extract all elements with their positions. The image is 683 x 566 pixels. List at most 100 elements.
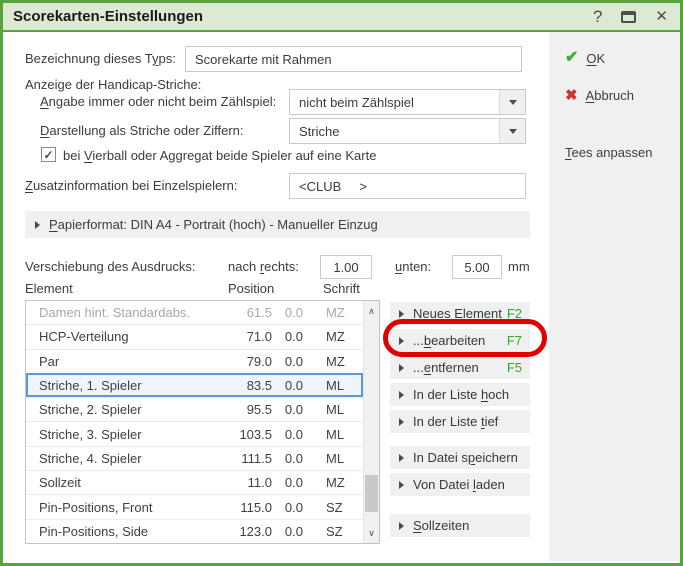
- column-header-schrift: Schrift: [323, 281, 360, 296]
- neues-element-button[interactable]: Neues Element F2: [390, 302, 530, 325]
- bezeichnung-input[interactable]: [185, 46, 522, 72]
- button-group: Neues Element F2 ...bearbeiten F7 ...entfern…: [390, 302, 530, 379]
- sollzeiten-label: Sollzeiten: [413, 518, 470, 533]
- bearbeiten-label: ...bearbeiten: [413, 333, 486, 348]
- angabe-dropdown[interactable]: nicht beim Zählspiel: [289, 89, 526, 115]
- button-group: In Datei speichern Von Datei laden: [390, 446, 530, 496]
- angabe-label: Angabe immer oder nicht beim Zählspiel:: [40, 94, 277, 109]
- action-button-column: Neues Element F2 ...bearbeiten F7 ...entfern…: [390, 302, 530, 541]
- papierformat-section-toggle[interactable]: Papierformat: DIN A4 - Portrait (hoch) -…: [25, 211, 530, 238]
- table-row[interactable]: Sollzeit 11.0 0.0 MZ: [26, 470, 363, 494]
- maximize-icon[interactable]: [621, 10, 637, 23]
- vierball-checkbox[interactable]: ✓: [41, 147, 56, 162]
- cell-offset: 0.0: [284, 305, 303, 321]
- datei-laden-button[interactable]: Von Datei laden: [390, 473, 530, 496]
- unten-label: unten:: [395, 259, 432, 274]
- nach-rechts-label: nach rechts:: [228, 259, 299, 274]
- cell-name: HCP-Verteilung: [39, 329, 129, 345]
- sollzeiten-button[interactable]: Sollzeiten: [390, 514, 530, 537]
- cell-pos: 71.0: [246, 329, 272, 345]
- scroll-up-icon[interactable]: ∧: [368, 305, 375, 316]
- cell-pos: 61.5: [246, 305, 272, 321]
- cell-name: Pin-Positions, Front: [39, 499, 153, 515]
- bezeichnung-label: Bezeichnung dieses Typs:: [25, 51, 176, 66]
- title-bar: Scorekarten-Einstellungen ? ✕: [3, 3, 680, 32]
- arrow-right-icon: [399, 521, 404, 530]
- scrollbar[interactable]: ∧ ∨: [363, 301, 379, 543]
- arrow-right-icon: [399, 417, 404, 426]
- nach-rechts-input[interactable]: [320, 255, 372, 279]
- arrow-right-icon: [35, 220, 40, 229]
- darstellung-selected-value: Striche: [299, 123, 340, 139]
- darstellung-dropdown[interactable]: Striche: [289, 118, 526, 144]
- cell-font: MZ: [326, 353, 345, 369]
- cell-name: Pin-Positions, Side: [39, 523, 149, 539]
- element-table: Damen hint. Standardabs. 61.5 0.0 MZ HCP-Ver…: [25, 300, 380, 544]
- table-row[interactable]: Striche, 3. Spieler 103.5 0.0 ML: [26, 421, 363, 445]
- datei-laden-label: Von Datei laden: [413, 477, 505, 492]
- ok-button[interactable]: ✔ OK: [565, 50, 605, 66]
- abbruch-button[interactable]: ✖ Abbruch: [565, 88, 634, 103]
- unten-input[interactable]: [452, 255, 502, 279]
- cell-offset: 0.0: [284, 426, 303, 442]
- arrow-right-icon: [399, 363, 404, 372]
- table-row[interactable]: Striche, 2. Spieler 95.5 0.0 ML: [26, 397, 363, 421]
- table-row[interactable]: Pin-Positions, Front 115.0 0.0 SZ: [26, 494, 363, 518]
- cell-name: Striche, 1. Spieler: [39, 378, 142, 394]
- x-icon: ✖: [565, 87, 578, 104]
- arrow-right-icon: [399, 453, 404, 462]
- cell-font: ML: [326, 426, 345, 442]
- ok-label: OK: [586, 50, 606, 66]
- angabe-selected-value: nicht beim Zählspiel: [299, 94, 414, 110]
- cell-offset: 0.0: [284, 329, 303, 345]
- liste-tief-label: In der Liste tief: [413, 414, 499, 429]
- cell-offset: 0.0: [284, 523, 303, 539]
- cell-pos: 11.0: [247, 475, 272, 491]
- close-icon[interactable]: ✕: [655, 8, 668, 25]
- liste-tief-button[interactable]: In der Liste tief: [390, 410, 530, 433]
- element-table-body: Damen hint. Standardabs. 61.5 0.0 MZ HCP-Ver…: [26, 301, 363, 543]
- liste-hoch-button[interactable]: In der Liste hoch: [390, 383, 530, 406]
- cell-pos: 95.5: [246, 402, 272, 418]
- tees-anpassen-link[interactable]: Tees anpassen: [565, 145, 652, 160]
- cell-name: Sollzeit: [39, 475, 81, 491]
- dropdown-arrow-box: [499, 90, 525, 114]
- arrow-right-icon: [399, 480, 404, 489]
- cell-name: Striche, 3. Spieler: [39, 426, 142, 442]
- bearbeiten-button[interactable]: ...bearbeiten F7: [390, 329, 530, 352]
- cell-pos: 115.0: [240, 499, 272, 515]
- button-group: In der Liste hoch In der Liste tief: [390, 383, 530, 433]
- anzeige-section-label: Anzeige der Handicap-Striche:: [25, 77, 202, 92]
- entfernen-button[interactable]: ...entfernen F5: [390, 356, 530, 379]
- table-row[interactable]: Damen hint. Standardabs. 61.5 0.0 MZ: [26, 301, 363, 324]
- chevron-down-icon: [508, 99, 517, 105]
- cell-offset: 0.0: [284, 475, 303, 491]
- dropdown-arrow-box: [499, 119, 525, 143]
- cell-name: Striche, 4. Spieler: [39, 450, 142, 466]
- papierformat-label: Papierformat: DIN A4 - Portrait (hoch) -…: [49, 217, 378, 232]
- zusatz-input[interactable]: [289, 173, 526, 199]
- vierball-label: bei Vierball oder Aggregat beide Spieler…: [63, 148, 377, 163]
- datei-speichern-button[interactable]: In Datei speichern: [390, 446, 530, 469]
- table-row[interactable]: Pin-Positions, Side 123.0 0.0 SZ: [26, 518, 363, 543]
- table-row[interactable]: HCP-Verteilung 71.0 0.0 MZ: [26, 324, 363, 348]
- table-row[interactable]: Striche, 1. Spieler 83.5 0.0 ML: [26, 372, 363, 398]
- unit-label: mm: [508, 259, 530, 274]
- check-icon: ✔: [565, 49, 579, 66]
- scrollbar-thumb[interactable]: [365, 475, 378, 512]
- cell-font: MZ: [326, 329, 345, 345]
- table-row[interactable]: Par 79.0 0.0 MZ: [26, 348, 363, 373]
- help-icon[interactable]: ?: [592, 7, 603, 26]
- table-row[interactable]: Striche, 4. Spieler 111.5 0.0 ML: [26, 445, 363, 470]
- scroll-down-icon[interactable]: ∨: [368, 527, 375, 538]
- fkey-badge: F5: [506, 360, 522, 375]
- column-header-position: Position: [228, 281, 275, 296]
- right-sidebar: ✔ OK ✖ Abbruch Tees anpassen: [549, 32, 680, 561]
- cell-pos: 103.5: [239, 426, 272, 442]
- verschiebung-label: Verschiebung des Ausdrucks:: [25, 259, 196, 274]
- checkmark-icon: ✓: [43, 147, 54, 162]
- cell-pos: 83.5: [246, 378, 272, 394]
- cell-offset: 0.0: [284, 402, 303, 418]
- cell-font: ML: [326, 450, 345, 466]
